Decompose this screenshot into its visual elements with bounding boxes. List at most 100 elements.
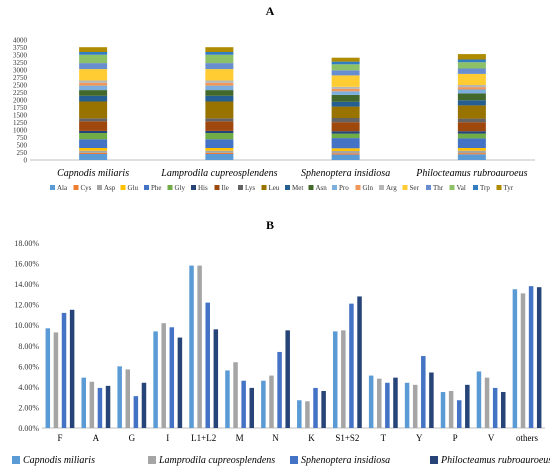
legend-label: Ile [222, 184, 229, 192]
x-category-label: Philocteamus rubroauroeus [415, 168, 527, 179]
bar-sphenoptera-insidiosa [133, 396, 139, 428]
legend-label: Capnodis miliaris [23, 455, 95, 466]
stacked-segment-his [457, 131, 486, 134]
x-category-label: M [236, 433, 244, 443]
y-tick-label: 2250 [13, 89, 28, 97]
stacked-segment-asp [457, 150, 486, 154]
legend-swatch [402, 185, 408, 190]
x-category-label: others [516, 433, 538, 443]
legend-label: Asp [104, 184, 116, 192]
y-tick-label: 3750 [13, 44, 28, 52]
x-category-label: Capnodis miliaris [57, 168, 129, 179]
bar-lamprodila-cupreosplendens [53, 332, 59, 428]
stacked-segment-ile [205, 121, 234, 131]
legend-swatch [308, 185, 314, 190]
bar-sphenoptera-insidiosa [97, 387, 103, 428]
x-category-label: L1+L2 [191, 433, 216, 443]
bar-capnodis-miliaris [476, 371, 482, 428]
y-tick-label: 1000 [13, 127, 28, 135]
bar-philocteamus-rubroauroeus [177, 337, 183, 428]
x-category-label: V [488, 433, 495, 443]
bar-sphenoptera-insidiosa [385, 382, 390, 428]
stacked-segment-cys [79, 152, 108, 154]
stacked-segment-pro [79, 85, 108, 91]
bar-lamprodila-cupreosplendens [305, 401, 310, 428]
bar-philocteamus-rubroauroeus [536, 287, 542, 428]
legend-swatch [238, 185, 243, 190]
y-tick-label: 2500 [13, 82, 28, 90]
stacked-segment-arg [79, 80, 108, 83]
legend-label: Cys [81, 184, 92, 192]
y-tick-label: 0.00% [18, 424, 39, 433]
bar-philocteamus-rubroauroeus [501, 392, 506, 428]
stacked-segment-lys [457, 118, 486, 123]
legend-label: His [198, 184, 208, 192]
panel-a-legend: Ala Cys Asp Glu Phe Gly His Ile Lys Leu Met Asn Pro G… [50, 184, 514, 192]
stacked-segment-ser [79, 69, 108, 81]
panel-b-legend: Capnodis miliaris Lamprodila cupreosplend… [12, 455, 550, 466]
bar-capnodis-miliaris [117, 366, 122, 428]
x-category-label: T [381, 433, 387, 443]
legend-swatch [214, 185, 220, 190]
stacked-segment-gln [79, 82, 108, 86]
bar-lamprodila-cupreosplendens [341, 330, 346, 428]
y-tick-label: 4000 [13, 37, 28, 45]
stacked-segment-thr [331, 70, 360, 76]
x-category-label: Lamprodila cupreosplendens [160, 168, 277, 179]
bar-lamprodila-cupreosplendens [484, 377, 490, 428]
stacked-segment-his [331, 131, 360, 134]
stacked-segment-pro [205, 85, 234, 91]
legend-label: Philocteamus rubroauroeus [440, 455, 550, 466]
legend-label: Gly [175, 184, 186, 192]
legend-label: Trp [480, 184, 490, 192]
y-tick-label: 500 [17, 142, 28, 150]
bar-philocteamus-rubroauroeus [285, 330, 290, 428]
bar-capnodis-miliaris [81, 377, 86, 428]
stacked-segment-lys [205, 118, 234, 122]
legend-label: Phe [151, 184, 162, 192]
legend-label: Val [457, 184, 466, 192]
stacked-segment-gln [457, 87, 486, 90]
x-category-label: I [166, 433, 169, 443]
stacked-segment-gly [331, 133, 360, 139]
bar-capnodis-miliaris [404, 382, 410, 428]
stacked-segment-phe [205, 139, 234, 148]
bar-sphenoptera-insidiosa [528, 286, 534, 428]
stacked-segment-trp [457, 59, 486, 63]
legend-label: Tyr [504, 184, 514, 192]
y-tick-label: 750 [17, 134, 28, 142]
bar-lamprodila-cupreosplendens [161, 323, 166, 428]
x-category-label: A [93, 433, 100, 443]
legend-swatch [473, 185, 478, 190]
stacked-segment-glu [79, 148, 108, 151]
stacked-segment-arg [205, 80, 234, 83]
legend-swatch [379, 185, 384, 190]
bar-lamprodila-cupreosplendens [89, 381, 95, 428]
y-tick-label: 2000 [13, 97, 28, 105]
legend-swatch [285, 185, 290, 190]
x-category-label: Sphenoptera insidiosa [301, 168, 390, 179]
stacked-segment-ala [457, 154, 486, 160]
legend-swatch [261, 185, 267, 190]
bar-capnodis-miliaris [368, 375, 374, 428]
bar-lamprodila-cupreosplendens [448, 391, 454, 428]
legend-label: Met [292, 184, 303, 192]
stacked-segment-val [457, 62, 486, 69]
stacked-segment-lys [79, 118, 108, 122]
legend-swatch [290, 456, 298, 464]
y-tick-label: 14.00% [14, 280, 39, 289]
x-category-label: P [453, 433, 458, 443]
legend-label: Lys [245, 184, 255, 192]
bar-philocteamus-rubroauroeus [105, 385, 111, 428]
y-tick-label: 18.00% [14, 239, 39, 248]
stacked-segment-ala [205, 154, 234, 160]
stacked-segment-asn [331, 94, 360, 102]
legend-swatch [148, 456, 156, 464]
bar-lamprodila-cupreosplendens [412, 384, 418, 428]
stacked-segment-pro [457, 89, 486, 94]
panel-b-grouped-chart: 0.00% 2.00% 4.00% 6.00% 8.00% 10.00% 12.00% 14.… [14, 239, 545, 443]
stacked-segment-glu [457, 148, 486, 151]
bar-capnodis-miliaris [261, 380, 266, 428]
y-tick-label: 16.00% [14, 260, 39, 269]
legend-label: Glu [128, 184, 139, 192]
